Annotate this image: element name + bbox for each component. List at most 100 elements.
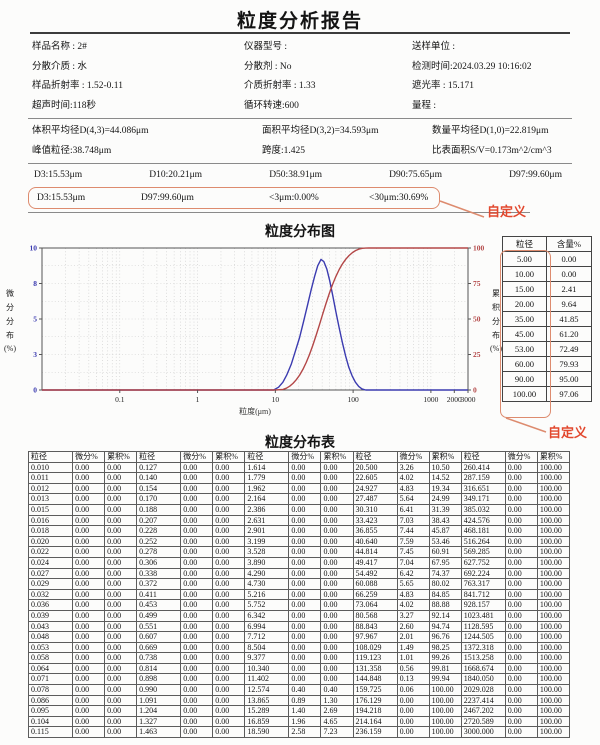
table-cell: 88.843 <box>352 620 398 633</box>
left-tick-label: 3 <box>33 350 37 359</box>
table-cell: 0.00 <box>288 472 322 484</box>
table-row: 35.00 41.85 <box>502 311 593 327</box>
table-cell: 0.00 <box>320 472 354 484</box>
table-cell: 84.85 <box>428 588 462 601</box>
column-header: 累积% <box>536 451 571 463</box>
table-cell: 0.228 <box>136 525 182 537</box>
table-cell: 0.00 <box>288 535 322 548</box>
table-cell: 0.00 <box>180 631 214 643</box>
table-cell: 0.00 <box>72 525 106 537</box>
table-cell: 0.00 <box>320 482 354 495</box>
table-cell: 0.00 <box>104 567 138 580</box>
table-cell: 99.26 <box>428 652 462 664</box>
table-cell: 15.00 <box>502 281 547 297</box>
table-cell: 0.00 <box>212 652 246 664</box>
table-cell: 0.00 <box>212 662 246 675</box>
table-header-row: 粒径 含量% <box>502 236 593 252</box>
table-cell: 4.290 <box>244 567 290 580</box>
table-cell: 100.00 <box>536 535 571 548</box>
table-cell: 0.00 <box>504 726 538 739</box>
axis-label-char: 分 <box>6 302 14 312</box>
table-cell: 0.00 <box>72 715 106 728</box>
x-tick-label: 2000 <box>447 395 462 404</box>
table-cell: 88.88 <box>428 599 462 611</box>
table-cell: 18.590 <box>244 726 290 739</box>
table-cell: 0.814 <box>136 662 182 675</box>
table-cell: 119.123 <box>352 652 398 664</box>
table-cell: 35.00 <box>502 311 547 327</box>
summary-item: 数量平均径D(1,0)=22.819μm <box>432 126 549 136</box>
custom-annotation-label: 自定义 <box>548 425 588 440</box>
table-cell: 100.00 <box>502 386 547 402</box>
table-cell: 0.00 <box>504 461 538 474</box>
table-cell: 0.00 <box>212 567 246 580</box>
table-cell: 0.06 <box>396 684 430 696</box>
table-cell: 36.855 <box>352 525 398 537</box>
table-cell: 1128.595 <box>460 620 506 633</box>
table-cell: 0.00 <box>288 641 322 654</box>
table-cell: 0.00 <box>180 662 214 675</box>
table-cell: 90.00 <box>502 371 547 387</box>
table-cell: 349.171 <box>460 493 506 505</box>
table-cell: 0.024 <box>27 556 74 569</box>
table-cell: 236.159 <box>352 726 398 739</box>
table-cell: 0.00 <box>104 726 138 739</box>
table-cell: 100.00 <box>536 556 571 569</box>
table-cell: 79.93 <box>545 356 593 372</box>
table-cell: 0.00 <box>212 726 246 739</box>
table-cell: 0.00 <box>212 715 246 728</box>
info-item: 循环转速:600 <box>244 100 299 111</box>
table-cell: 0.00 <box>212 609 246 622</box>
table-cell: 316.651 <box>460 482 506 495</box>
column-header: 累积% <box>428 451 462 463</box>
table-cell: 100.00 <box>536 503 571 516</box>
table-cell: 100.00 <box>536 482 571 495</box>
table-cell: 0.00 <box>180 694 214 707</box>
table-cell: 0.00 <box>212 472 246 484</box>
table-cell: 468.181 <box>460 525 506 537</box>
table-cell: 0.00 <box>504 662 538 675</box>
annotation-line <box>505 417 547 433</box>
table-cell: 0.00 <box>72 546 106 558</box>
table-cell: 0.00 <box>180 641 214 654</box>
custom-value: <3μm:0.00% <box>269 193 319 203</box>
table-cell: 627.752 <box>460 556 506 569</box>
table-row: 0.104 0.00 0.00 1.327 0.00 0.00 16.859 1.96 4.65… <box>27 715 571 728</box>
table-row: 53.00 72.49 <box>502 341 593 357</box>
table-cell: 0.990 <box>136 684 182 696</box>
column-header: 含量% <box>545 236 593 252</box>
table-cell: 0.00 <box>104 556 138 569</box>
table-cell: 100.00 <box>536 599 571 611</box>
table-cell: 0.00 <box>104 461 138 474</box>
table-cell: 6.342 <box>244 609 290 622</box>
table-cell: 0.00 <box>212 705 246 717</box>
table-row: 15.00 2.41 <box>502 281 593 297</box>
table-cell: 0.154 <box>136 482 182 495</box>
table-cell: 1513.258 <box>460 652 506 664</box>
column-header: 粒径 <box>136 451 182 463</box>
table-cell: 0.00 <box>288 514 322 527</box>
d-value: D3:15.53μm <box>34 170 83 180</box>
table-cell: 1244.505 <box>460 631 506 643</box>
table-row: 0.064 0.00 0.00 0.814 0.00 0.00 10.340 0.00 0.00… <box>27 662 571 675</box>
table-cell: 108.029 <box>352 641 398 654</box>
table-cell: 5.65 <box>396 578 430 590</box>
table-cell: 0.278 <box>136 546 182 558</box>
table-cell: 61.20 <box>545 326 593 342</box>
table-row: 0.115 0.00 0.00 1.463 0.00 0.00 18.590 2.58 7.23… <box>27 726 571 739</box>
table-cell: 92.14 <box>428 609 462 622</box>
table-cell: 569.285 <box>460 546 506 558</box>
axis-label-char: 积 <box>492 302 500 312</box>
table-cell: 0.018 <box>27 525 74 537</box>
table-cell: 2.60 <box>396 620 430 633</box>
page-title: 粒度分析报告 <box>236 11 363 32</box>
table-cell: 0.00 <box>72 652 106 664</box>
table-cell: 0.00 <box>180 620 214 633</box>
table-cell: 14.52 <box>428 472 462 484</box>
table-cell: 516.264 <box>460 535 506 548</box>
table-row: 60.00 79.93 <box>502 356 593 372</box>
info-item: 仪器型号 : <box>244 42 288 52</box>
table-cell: 100.00 <box>536 705 571 717</box>
table-cell: 0.00 <box>504 599 538 611</box>
x-tick-label: 0.1 <box>115 395 125 404</box>
